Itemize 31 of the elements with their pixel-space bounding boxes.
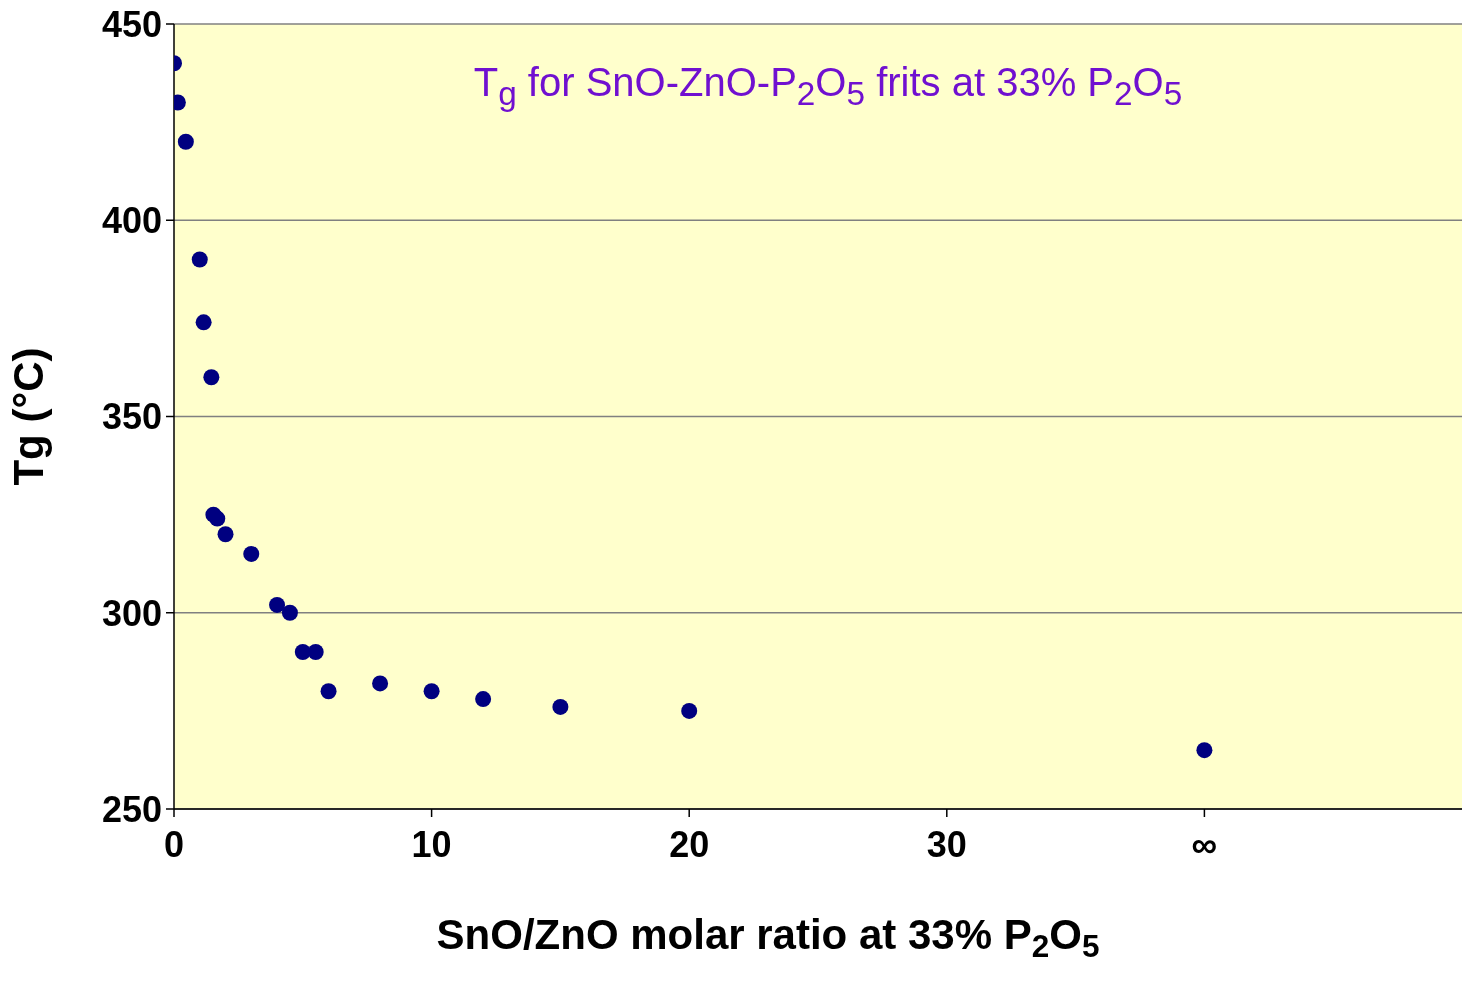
y-tick-label: 300 [101,592,162,634]
y-tick-label: 450 [101,3,162,45]
x-tick-label: 30 [926,823,967,865]
point [195,314,212,331]
x-tick-label: 10 [411,823,452,865]
x-tick-label: ∞ [1191,823,1218,865]
y-tick-label: 400 [101,200,162,242]
x-tick-label: 0 [163,823,185,865]
point [209,510,226,527]
point [320,683,337,700]
y-axis-title: Tg (°C) [5,347,52,486]
point [269,596,286,613]
point [423,683,440,700]
point [294,644,311,660]
point [372,675,389,692]
y-tick-label: 250 [101,788,162,830]
point [177,133,194,150]
point [681,702,698,719]
x-axis-title: SnO/ZnO molar ratio at 33% P$_{2}$O$_{5}$ [436,911,1100,964]
point [191,251,208,268]
point [203,369,220,386]
x-tick-label: 20 [669,823,710,865]
point [281,604,298,621]
point [1196,742,1213,759]
point [552,698,569,715]
point [217,526,234,543]
point [243,545,260,562]
chart-title: T$_{g}$ for SnO-ZnO-P$_{2}$O$_{5}$ frits at 33% P$_{2}$O$_{5}$ [473,60,1183,112]
y-tick-label: 350 [101,396,162,438]
point [475,691,492,708]
point [307,644,324,660]
